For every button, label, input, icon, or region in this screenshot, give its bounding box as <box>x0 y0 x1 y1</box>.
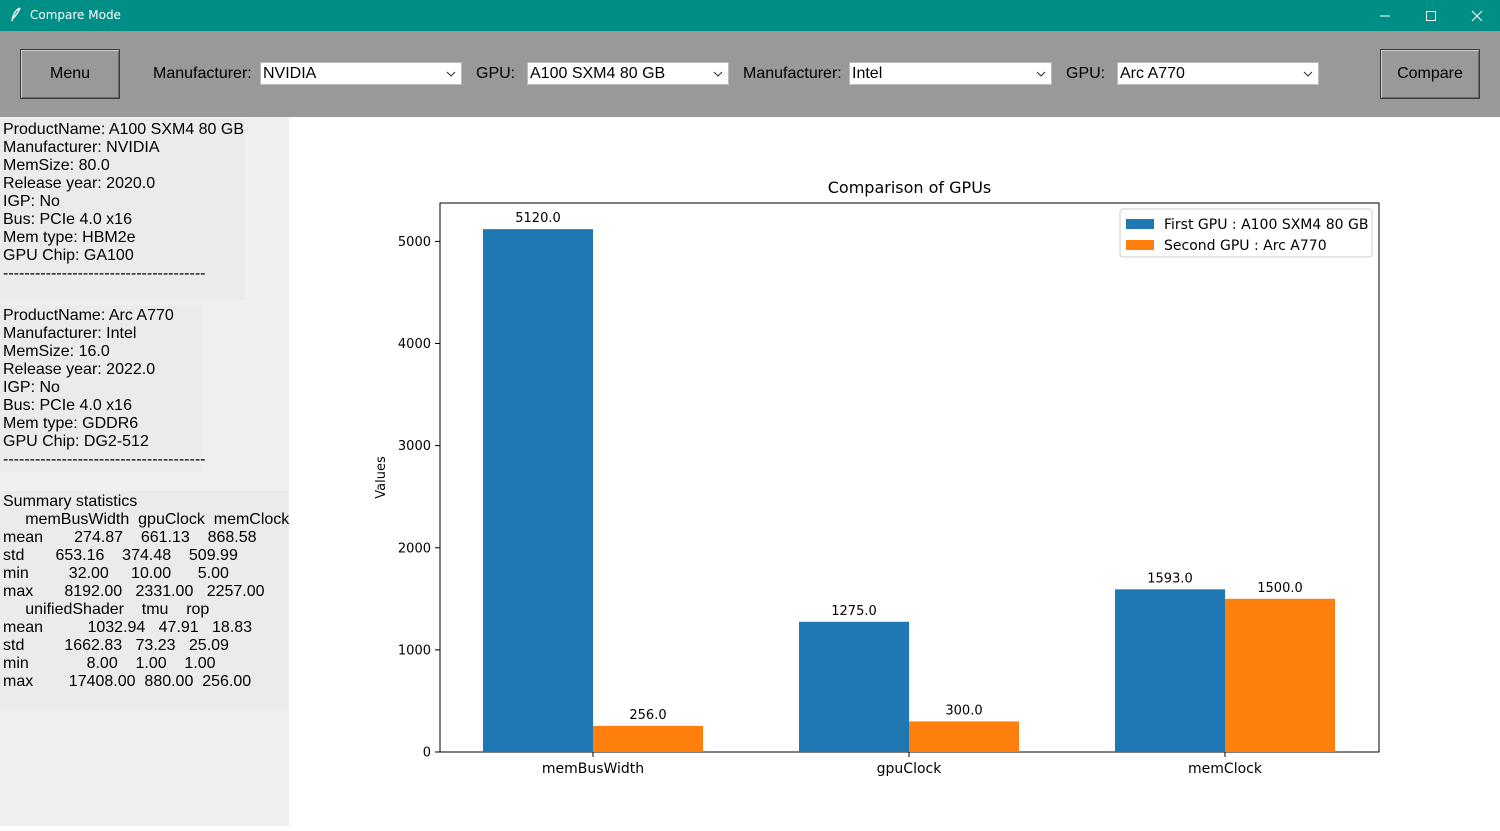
y-tick-label: 0 <box>423 746 431 761</box>
manufacturer-2-value: Intel <box>852 65 883 82</box>
minimize-icon <box>1380 15 1390 17</box>
info-line: std 653.16 374.48 509.99 <box>3 547 238 564</box>
legend-label-1: First GPU : A100 SXM4 80 GB <box>1164 217 1368 233</box>
bar-data-label: 1500.0 <box>1257 581 1303 596</box>
gpu-2-label: GPU: <box>1066 65 1106 82</box>
y-tick-label: 4000 <box>398 337 431 352</box>
y-tick-label: 1000 <box>398 643 431 658</box>
chevron-down-icon <box>1303 71 1313 77</box>
close-button[interactable] <box>1454 0 1500 31</box>
info-line: ProductName: Arc A770 <box>3 307 174 324</box>
y-tick-label: 5000 <box>398 235 431 250</box>
manufacturer-1-value: NVIDIA <box>263 65 317 82</box>
info-line: unifiedShader tmu rop <box>3 601 210 618</box>
bar-data-label: 300.0 <box>945 703 982 718</box>
manufacturer-2-label: Manufacturer: <box>743 65 842 82</box>
gpu-2-select[interactable]: Arc A770 <box>1117 62 1319 85</box>
bar-memBusWidth-series-1 <box>483 229 593 753</box>
gpu-1-label: GPU: <box>476 65 516 82</box>
close-icon <box>1471 10 1483 22</box>
info-line: mean 274.87 661.13 868.58 <box>3 529 257 546</box>
title-bar: Compare Mode <box>0 0 1500 31</box>
info-line: Manufacturer: Intel <box>3 325 137 342</box>
info-line: GPU Chip: GA100 <box>3 247 134 264</box>
x-tick-label: memBusWidth <box>542 761 644 777</box>
legend-box <box>1119 208 1373 258</box>
bar-memClock-series-1 <box>1115 589 1225 752</box>
gpu-2-details: ProductName: Arc A770 Manufacturer: Intel… <box>3 307 205 469</box>
info-line: max 17408.00 880.00 256.00 <box>3 673 252 690</box>
info-line: IGP: No <box>3 193 60 210</box>
info-line: MemSize: 16.0 <box>3 343 110 360</box>
bar-gpuClock-series-1 <box>799 621 909 752</box>
chevron-down-icon <box>713 71 723 77</box>
comparison-chart: Comparison of GPUs Values 0 1000 2000 3000 400… <box>289 117 1500 826</box>
bar-chart: Comparison of GPUs Values 0 1000 2000 3000 400… <box>374 178 1380 777</box>
info-line: std 1662.83 73.23 25.09 <box>3 637 229 654</box>
info-line: Summary statistics <box>3 493 138 510</box>
chevron-down-icon <box>446 71 456 77</box>
menu-button[interactable]: Menu <box>20 49 120 99</box>
x-tick-label: memClock <box>1188 761 1263 777</box>
window-title: Compare Mode <box>30 8 121 22</box>
info-line: min 8.00 1.00 1.00 <box>3 655 216 672</box>
info-line: Manufacturer: NVIDIA <box>3 139 160 156</box>
manufacturer-1-select[interactable]: NVIDIA <box>260 62 462 85</box>
info-line: Mem type: GDDR6 <box>3 415 139 432</box>
bar-memBusWidth-series-2 <box>593 725 703 752</box>
info-line: -------------------------------------- <box>3 451 206 468</box>
info-line: GPU Chip: DG2-512 <box>3 433 149 450</box>
info-line: max 8192.00 2331.00 2257.00 <box>3 583 265 600</box>
gpu-1-value: A100 SXM4 80 GB <box>530 65 666 82</box>
info-line: min 32.00 10.00 5.00 <box>3 565 229 582</box>
info-line: mean 1032.94 47.91 18.83 <box>3 619 253 636</box>
y-tick-label: 2000 <box>398 541 431 556</box>
info-line: -------------------------------------- <box>3 265 206 282</box>
gpu-1-details: ProductName: A100 SXM4 80 GB Manufacturer… <box>3 121 244 283</box>
info-line: ProductName: A100 SXM4 80 GB <box>3 121 245 138</box>
x-tick-label: gpuClock <box>877 761 943 777</box>
toolbar: Menu Manufacturer: NVIDIA GPU: A100 SXM4… <box>0 31 1500 117</box>
info-line: Release year: 2020.0 <box>3 175 156 192</box>
manufacturer-1-label: Manufacturer: <box>153 65 252 82</box>
bar-memClock-series-2 <box>1225 598 1335 752</box>
y-axis-label: Values <box>374 456 389 499</box>
bar-data-label: 5120.0 <box>515 211 561 226</box>
info-line: IGP: No <box>3 379 60 396</box>
chart-title: Comparison of GPUs <box>828 178 991 197</box>
minimize-button[interactable] <box>1362 0 1408 31</box>
info-line: Mem type: HBM2e <box>3 229 136 246</box>
info-line: Bus: PCIe 4.0 x16 <box>3 397 132 414</box>
gpu-info-panel: ProductName: A100 SXM4 80 GB Manufacturer… <box>0 117 289 826</box>
y-tick-label: 3000 <box>398 439 431 454</box>
bar-data-label: 256.0 <box>629 708 666 723</box>
info-line: memBusWidth gpuClock memClock <box>3 511 290 528</box>
legend-label-2: Second GPU : Arc A770 <box>1164 238 1327 254</box>
summary-statistics: Summary statistics memBusWidth gpuClock … <box>3 493 289 691</box>
chevron-down-icon <box>1036 71 1046 77</box>
maximize-icon <box>1426 11 1436 21</box>
info-line: Release year: 2022.0 <box>3 361 156 378</box>
maximize-button[interactable] <box>1408 0 1454 31</box>
gpu-2-value: Arc A770 <box>1120 65 1185 82</box>
bar-data-label: 1593.0 <box>1147 571 1193 586</box>
info-line: Bus: PCIe 4.0 x16 <box>3 211 132 228</box>
bar-data-label: 1275.0 <box>831 604 877 619</box>
feather-icon <box>11 7 21 22</box>
gpu-1-select[interactable]: A100 SXM4 80 GB <box>527 62 729 85</box>
compare-button[interactable]: Compare <box>1380 49 1480 99</box>
legend-swatch-2 <box>1126 240 1154 250</box>
info-line: MemSize: 80.0 <box>3 157 110 174</box>
manufacturer-2-select[interactable]: Intel <box>849 62 1052 85</box>
legend-swatch-1 <box>1126 219 1154 229</box>
bar-gpuClock-series-2 <box>909 721 1019 752</box>
